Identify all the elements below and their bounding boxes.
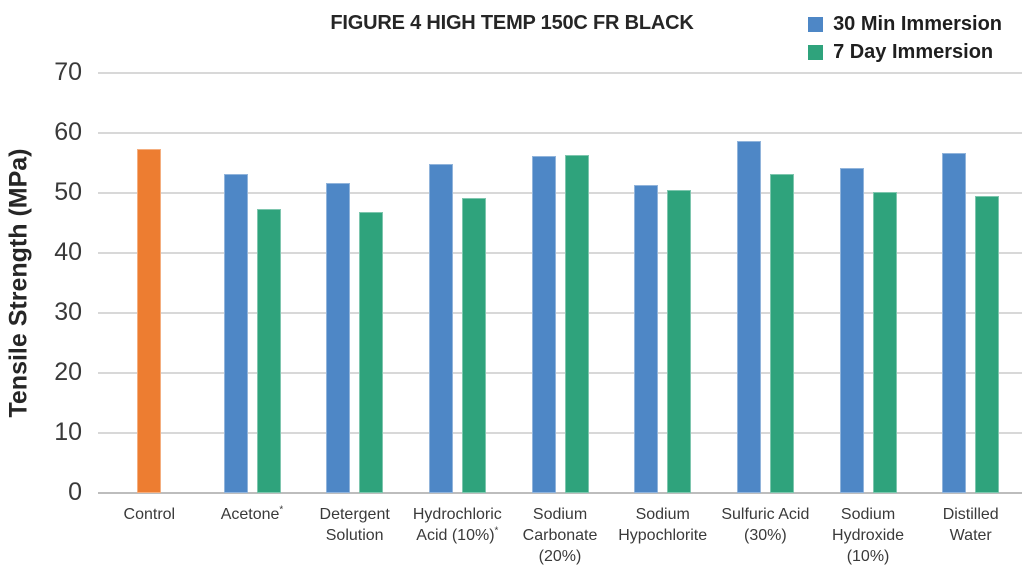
x-axis-label-sodium-hydroxide-10: Sodium Hydroxide (10%) (832, 506, 905, 565)
bar-group-sodium-hydroxide-10: Sodium Hydroxide (10%) (817, 73, 920, 565)
x-axis-label-sulfuric-acid-30: Sulfuric Acid (30%) (721, 506, 810, 544)
y-tick-label-70: 70 (54, 57, 82, 86)
bar-sulfuric-acid-30-7-day-immersion (769, 173, 794, 493)
bar-acetone-30-min-immersion (223, 173, 248, 493)
bar-detergent-solution-7-day-immersion (359, 212, 384, 493)
bar-group-sulfuric-acid-30: Sulfuric Acid (30%) (714, 73, 817, 544)
y-tick-label-50: 50 (54, 177, 82, 206)
bar-acetone-7-day-immersion (256, 209, 281, 493)
gridline-10 (98, 432, 1022, 434)
y-tick-label-10: 10 (54, 417, 82, 446)
chart-title: FIGURE 4 HIGH TEMP 150C FR BLACK (330, 12, 694, 34)
x-axis-label-hydrochloric-acid-10: Hydrochloric Acid (10%)* (412, 506, 502, 544)
bar-sulfuric-acid-30-30-min-immersion (736, 141, 761, 493)
plot-area: Control Acetone* Detergent Solution Hydroch… (54, 58, 1022, 565)
y-tick-label-60: 60 (54, 117, 82, 146)
bar-sodium-hydroxide-10-30-min-immersion (839, 167, 864, 493)
x-axis-label-sodium-carbonate-20: Sodium Carbonate (20%) (522, 506, 598, 565)
bar-detergent-solution-30-min-immersion (326, 183, 351, 493)
y-tick-label-20: 20 (54, 357, 82, 386)
gridline-60 (98, 132, 1022, 134)
x-axis-label-control: Control (123, 506, 176, 523)
bar-sodium-hypochlorite-30-min-immersion (634, 185, 659, 493)
gridline-70 (98, 72, 1022, 74)
y-tick-label-30: 30 (54, 297, 82, 326)
x-axis-label-detergent-solution: Detergent Solution (319, 506, 390, 544)
legend-item-30-min-immersion: 30 Min Immersion (808, 13, 1002, 36)
gridline-40 (98, 252, 1022, 254)
bar-group-control: Control (98, 73, 201, 523)
x-axis-label-distilled-water: Distilled Water (942, 506, 999, 544)
bar-hydrochloric-acid-10-30-min-immersion (428, 164, 453, 493)
gridline-50 (98, 192, 1022, 194)
bar-group-hydrochloric-acid-10: Hydrochloric Acid (10%)* (406, 73, 509, 544)
bar-sodium-hypochlorite-7-day-immersion (667, 190, 692, 493)
x-axis-label-acetone: Acetone* (220, 504, 284, 523)
x-axis-label-sodium-hypochlorite: Sodium Hypochlorite (618, 506, 708, 544)
legend-swatch-green-icon (808, 45, 824, 60)
legend-label-7-day-immersion: 7 Day Immersion (833, 41, 994, 63)
bar-group-sodium-hypochlorite: Sodium Hypochlorite (611, 73, 714, 544)
bar-hydrochloric-acid-10-7-day-immersion (461, 198, 486, 493)
bar-sodium-carbonate-20-30-min-immersion (531, 155, 556, 493)
bar-groups: Control Acetone* Detergent Solution Hydroch… (98, 73, 1022, 565)
bar-group-distilled-water: Distilled Water (919, 73, 1022, 544)
bar-sodium-carbonate-20-7-day-immersion (564, 154, 589, 493)
y-tick-label-40: 40 (54, 237, 82, 266)
gridline-0 (98, 492, 1022, 494)
legend-label-30-min-immersion: 30 Min Immersion (833, 13, 1002, 35)
gridline-20 (98, 372, 1022, 374)
bar-sodium-hydroxide-10-7-day-immersion (872, 191, 897, 493)
legend-item-7-day-immersion: 7 Day Immersion (808, 41, 1002, 64)
y-tick-label-0: 0 (68, 477, 82, 506)
bar-distilled-water-30-min-immersion (942, 152, 967, 493)
bar-distilled-water-7-day-immersion (975, 196, 1000, 493)
bar-control-control (137, 148, 162, 493)
bar-group-acetone: Acetone* (201, 73, 304, 523)
legend-swatch-blue-icon (808, 17, 824, 32)
bar-group-detergent-solution: Detergent Solution (303, 73, 406, 544)
bar-group-sodium-carbonate-20: Sodium Carbonate (20%) (509, 73, 612, 565)
legend: 30 Min Immersion 7 Day Immersion (808, 13, 1002, 64)
gridline-30 (98, 312, 1022, 314)
